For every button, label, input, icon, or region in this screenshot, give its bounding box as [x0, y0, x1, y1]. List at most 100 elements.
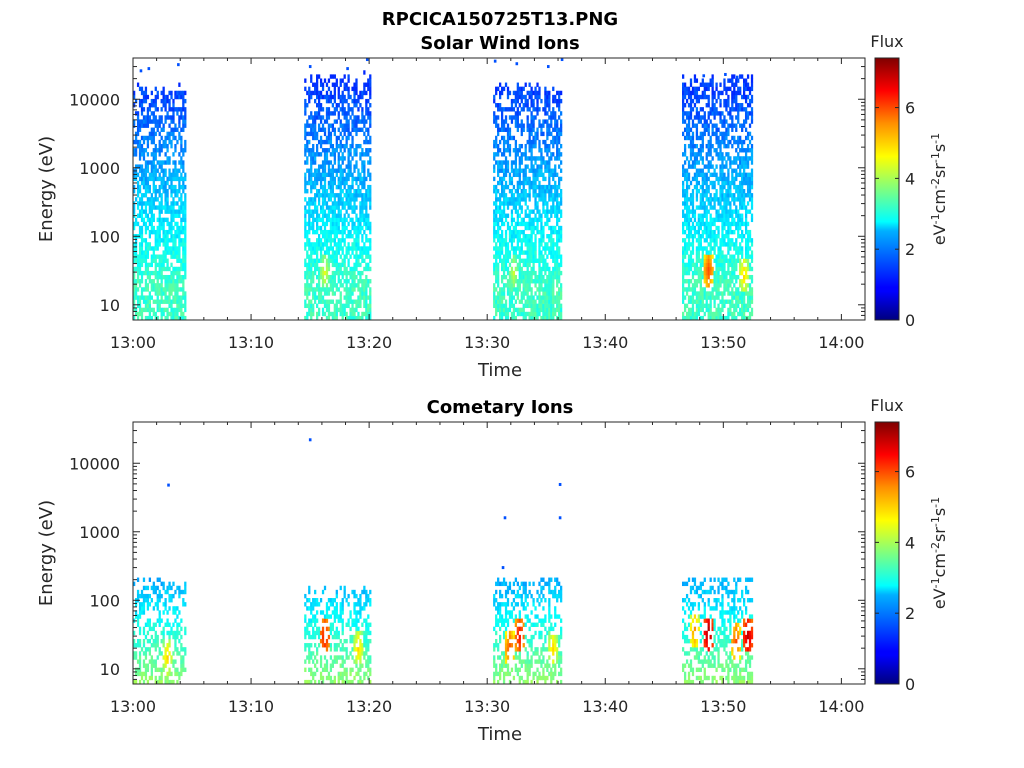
heatmap-cell — [154, 291, 157, 296]
heatmap-cell — [514, 189, 518, 194]
heatmap-cell — [148, 115, 152, 120]
heatmap-cell — [150, 287, 153, 292]
heatmap-cell — [136, 111, 140, 116]
heatmap-cell — [532, 221, 535, 227]
heatmap-cell — [506, 221, 510, 227]
heatmap-cell — [695, 94, 699, 100]
heatmap-cell — [152, 160, 155, 165]
heatmap-cell — [152, 176, 155, 182]
heatmap-cell — [530, 234, 533, 239]
heatmap-cell — [312, 295, 315, 300]
heatmap-cell — [339, 238, 342, 243]
heatmap-cell — [499, 209, 502, 214]
heatmap-cell — [554, 254, 557, 259]
heatmap-cell — [687, 176, 691, 182]
heatmap-cell — [337, 193, 340, 198]
heatmap-cell — [514, 197, 518, 202]
heatmap-cell — [142, 287, 146, 292]
heatmap-cell — [166, 287, 169, 292]
heatmap-cell — [725, 180, 728, 186]
heatmap-cell — [150, 176, 153, 182]
heatmap-cell — [133, 148, 136, 153]
heatmap-cell — [361, 291, 364, 296]
heatmap-cell — [347, 176, 350, 182]
heatmap-cell — [739, 107, 742, 112]
heatmap-cell — [174, 283, 177, 288]
heatmap-cell — [510, 287, 514, 292]
heatmap-cell — [321, 221, 325, 227]
heatmap-cell — [182, 148, 185, 153]
heatmap-cell — [733, 209, 736, 214]
heatmap-cell — [310, 184, 313, 190]
heatmap-cell — [693, 176, 697, 182]
heatmap-cell — [361, 94, 364, 100]
heatmap-cell — [744, 205, 748, 210]
heatmap-cell — [164, 94, 167, 100]
heatmap-cell — [721, 303, 724, 309]
heatmap-cell — [310, 307, 313, 313]
heatmap-cell — [317, 164, 321, 169]
heatmap-cell — [154, 156, 157, 161]
heatmap-cell — [731, 279, 734, 284]
heatmap-cell — [506, 205, 510, 210]
heatmap-cell — [516, 168, 519, 173]
heatmap-cell — [705, 270, 708, 276]
heatmap-cell — [558, 180, 561, 186]
heatmap-cell — [174, 307, 177, 313]
heatmap-cell — [162, 98, 165, 104]
heatmap-cell — [721, 270, 724, 276]
heatmap-cell — [304, 152, 307, 157]
heatmap-cell — [685, 111, 689, 116]
heatmap-cell — [369, 184, 372, 190]
heatmap-cell — [731, 107, 734, 112]
heatmap-cell — [312, 262, 315, 268]
heatmap-cell — [550, 123, 553, 128]
heatmap-cell — [530, 258, 533, 263]
heatmap-cell — [518, 283, 521, 288]
heatmap-cell — [347, 123, 350, 128]
heatmap-cell — [518, 156, 521, 161]
heatmap-cell — [152, 135, 155, 141]
heatmap-cell — [341, 258, 344, 263]
heatmap-cell — [713, 283, 716, 288]
heatmap-cell — [556, 135, 559, 141]
heatmap-cell — [182, 287, 185, 292]
heatmap-cell — [504, 217, 508, 223]
heatmap-cell — [337, 229, 340, 235]
heatmap-cell — [695, 143, 699, 149]
heatmap-cell — [138, 201, 142, 206]
heatmap-cell — [363, 160, 366, 165]
heatmap-cell — [363, 197, 366, 202]
heatmap-cell — [308, 152, 311, 157]
heatmap-cell — [331, 254, 335, 259]
heatmap-cell — [530, 143, 533, 149]
heatmap-cell — [138, 283, 142, 288]
heatmap-cell — [682, 82, 685, 87]
heatmap-cell — [556, 221, 559, 227]
heatmap-cell — [164, 307, 167, 313]
heatmap-cell — [158, 139, 161, 145]
heatmap-cell — [351, 184, 354, 190]
heatmap-cell — [717, 225, 720, 231]
heatmap-cell — [534, 311, 537, 317]
heatmap-cell — [542, 295, 545, 300]
heatmap-cell — [703, 94, 706, 100]
heatmap-cell — [304, 225, 307, 231]
heatmap-cell — [314, 197, 317, 202]
heatmap-cell — [705, 86, 708, 92]
heatmap-cell — [682, 250, 685, 255]
heatmap-cell — [316, 311, 319, 317]
heatmap-cell — [148, 295, 152, 300]
heatmap-cell — [316, 242, 319, 247]
heatmap-cell — [174, 246, 177, 251]
heatmap-cell — [325, 139, 329, 145]
heatmap-cell — [711, 103, 714, 108]
heatmap-cell — [172, 135, 175, 141]
heatmap-cell — [528, 225, 531, 231]
heatmap-cell — [737, 139, 740, 145]
heatmap-cell — [329, 254, 333, 259]
heatmap-cell — [536, 209, 539, 214]
heatmap-cell — [353, 168, 356, 173]
heatmap-cell — [367, 127, 370, 132]
heatmap-cell — [723, 78, 726, 83]
